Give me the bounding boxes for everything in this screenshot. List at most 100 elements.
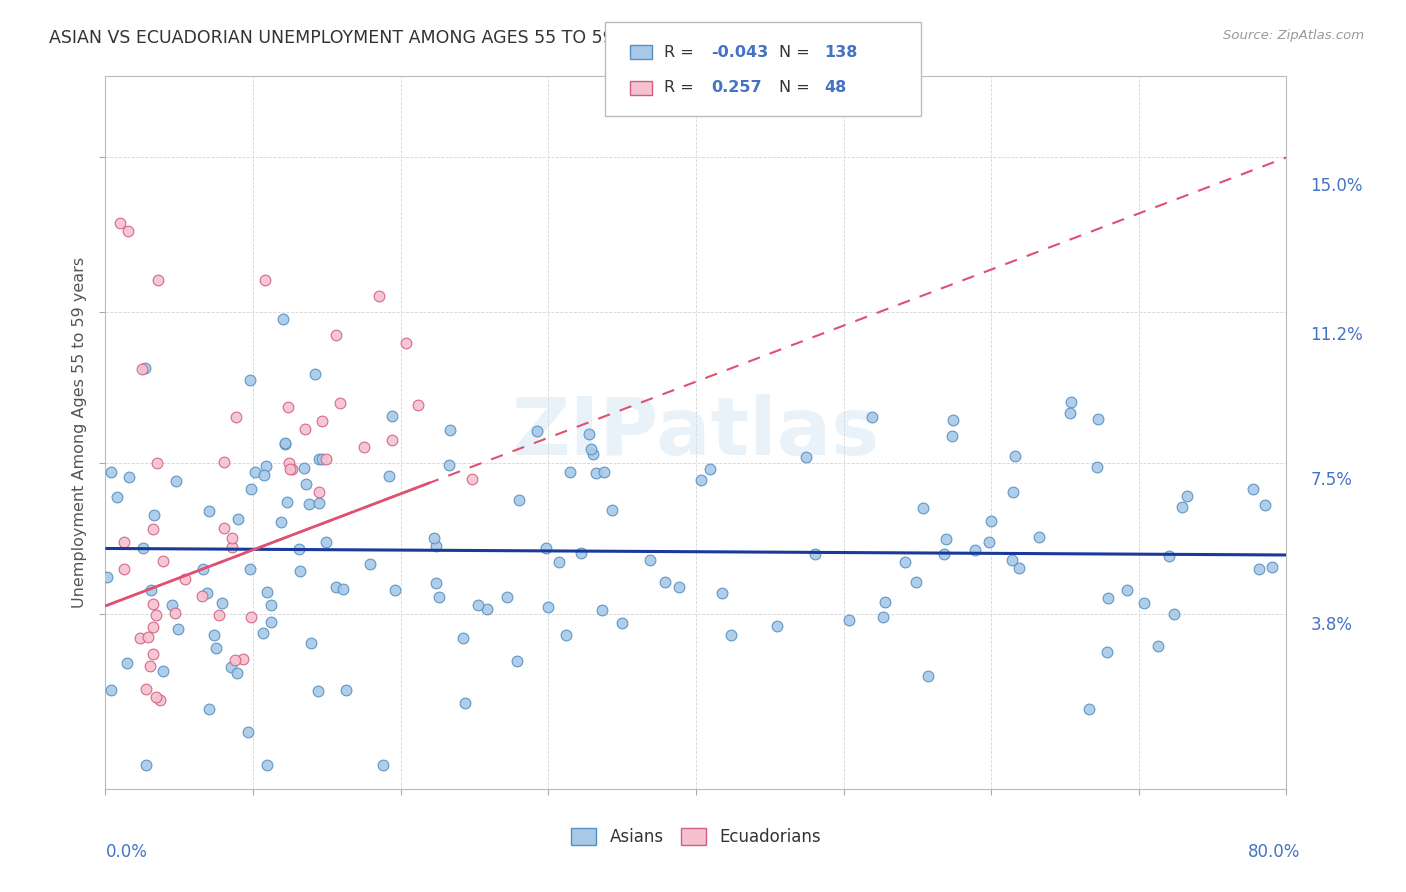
Point xyxy=(202,628,225,642)
Point xyxy=(239,373,262,387)
Point xyxy=(353,440,375,454)
Point xyxy=(224,653,246,667)
Point xyxy=(256,585,278,599)
Point xyxy=(128,631,150,645)
Point xyxy=(1159,549,1181,563)
Point xyxy=(110,216,132,230)
Point xyxy=(1147,639,1170,653)
Point xyxy=(287,541,309,556)
Point xyxy=(505,654,527,668)
Point xyxy=(311,414,333,428)
Point xyxy=(214,521,236,535)
Point xyxy=(288,564,311,578)
Point xyxy=(1171,500,1194,515)
Point xyxy=(612,615,634,630)
Point xyxy=(1087,411,1109,425)
Point xyxy=(145,690,167,705)
Point xyxy=(270,515,292,529)
Point xyxy=(359,557,381,571)
Point xyxy=(1249,562,1271,576)
Point xyxy=(260,598,283,612)
Point xyxy=(555,628,578,642)
Point xyxy=(281,462,304,476)
Text: 138: 138 xyxy=(824,45,858,60)
Point xyxy=(145,607,167,622)
Point xyxy=(1133,596,1156,610)
Point xyxy=(460,472,482,486)
Point xyxy=(118,469,141,483)
Point xyxy=(254,458,277,473)
Text: 11.2%: 11.2% xyxy=(1310,326,1364,343)
Point xyxy=(308,485,330,500)
Point xyxy=(711,586,734,600)
Point xyxy=(582,447,605,461)
Point xyxy=(292,460,315,475)
Point xyxy=(335,682,357,697)
Point xyxy=(207,607,229,622)
Point xyxy=(1260,559,1282,574)
Point xyxy=(794,450,817,465)
Point xyxy=(454,696,477,710)
Text: 48: 48 xyxy=(824,80,846,95)
Point xyxy=(308,452,330,467)
Text: 80.0%: 80.0% xyxy=(1249,843,1301,861)
Point xyxy=(277,456,299,470)
Point xyxy=(932,547,955,561)
Point xyxy=(253,467,276,482)
Point xyxy=(311,451,333,466)
Point xyxy=(198,504,221,518)
Point xyxy=(395,336,418,351)
Point xyxy=(138,658,160,673)
Point xyxy=(112,562,135,576)
Point xyxy=(1002,485,1025,500)
Point xyxy=(205,640,228,655)
Point xyxy=(1060,395,1083,409)
Point xyxy=(569,546,592,560)
Point xyxy=(271,312,294,326)
Point xyxy=(537,599,560,614)
Point xyxy=(592,465,614,479)
Point xyxy=(304,367,326,381)
Point xyxy=(495,591,517,605)
Point xyxy=(163,606,186,620)
Point xyxy=(152,664,174,678)
Point xyxy=(297,498,319,512)
Point xyxy=(585,467,607,481)
Point xyxy=(174,572,197,586)
Point xyxy=(467,598,489,612)
Point xyxy=(1095,645,1118,659)
Point xyxy=(191,589,214,603)
Point xyxy=(221,531,243,545)
Point xyxy=(873,595,896,609)
Point xyxy=(534,541,557,556)
Point xyxy=(307,683,329,698)
Y-axis label: Unemployment Among Ages 55 to 59 years: Unemployment Among Ages 55 to 59 years xyxy=(72,257,87,608)
Point xyxy=(278,462,301,476)
Point xyxy=(917,669,939,683)
Point xyxy=(112,535,135,549)
Point xyxy=(299,636,322,650)
Point xyxy=(654,574,676,589)
Text: R =: R = xyxy=(664,45,699,60)
Point xyxy=(139,582,162,597)
Point xyxy=(135,758,157,772)
Point xyxy=(131,362,153,376)
Point xyxy=(425,575,447,590)
Point xyxy=(160,598,183,612)
Point xyxy=(475,602,498,616)
Point xyxy=(699,462,721,476)
Point xyxy=(371,758,394,772)
Point xyxy=(256,758,278,772)
Point xyxy=(274,436,297,450)
Point xyxy=(1004,449,1026,463)
Point xyxy=(965,542,987,557)
Point xyxy=(239,609,262,624)
Point xyxy=(381,433,404,447)
Point xyxy=(439,458,461,473)
Point xyxy=(274,436,297,450)
Point xyxy=(226,512,249,526)
Point xyxy=(638,553,661,567)
Text: ZIPatlas: ZIPatlas xyxy=(512,393,880,472)
Point xyxy=(315,452,337,467)
Point xyxy=(941,429,963,443)
